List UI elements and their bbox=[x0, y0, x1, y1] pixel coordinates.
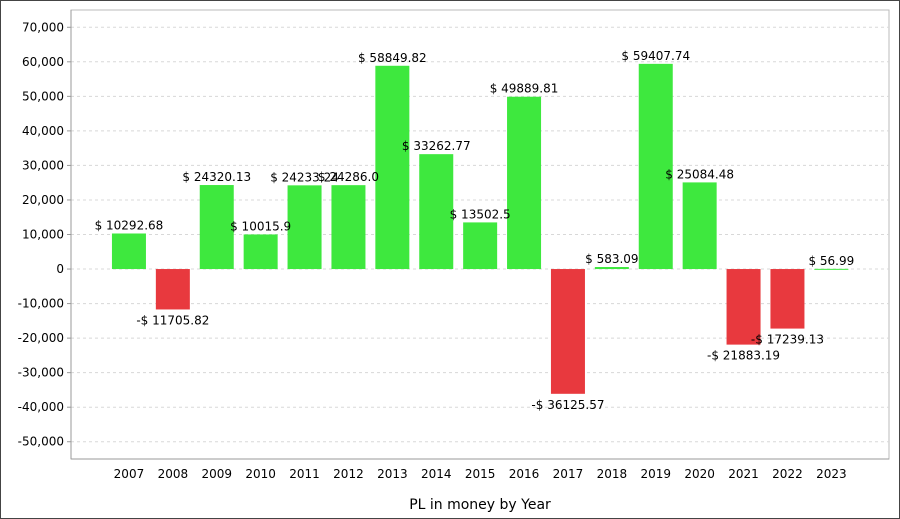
x-tick-label: 2018 bbox=[597, 467, 628, 481]
bar-2014 bbox=[419, 154, 454, 270]
data-label: $ 13502.5 bbox=[450, 207, 511, 221]
x-tick-label: 2022 bbox=[772, 467, 803, 481]
data-label: -$ 21883.19 bbox=[707, 349, 780, 363]
x-tick-label: 2017 bbox=[553, 467, 584, 481]
data-label: -$ 11705.82 bbox=[136, 313, 209, 327]
bar-2023 bbox=[814, 268, 849, 270]
x-axis-title: PL in money by Year bbox=[409, 497, 551, 513]
data-label: -$ 36125.57 bbox=[531, 398, 604, 412]
data-label: $ 10292.68 bbox=[95, 218, 164, 232]
x-tick-label: 2021 bbox=[728, 467, 759, 481]
bar-2021 bbox=[726, 269, 761, 345]
bars bbox=[111, 63, 849, 394]
data-label: $ 49889.81 bbox=[490, 82, 559, 96]
x-tick-label: 2016 bbox=[509, 467, 540, 481]
data-label: $ 24320.13 bbox=[182, 170, 251, 184]
x-tick-label: 2014 bbox=[421, 467, 452, 481]
y-tick-label: 40,000 bbox=[22, 124, 64, 138]
bar-2009 bbox=[199, 185, 234, 270]
y-tick-label: 20,000 bbox=[22, 193, 64, 207]
y-tick-label: 60,000 bbox=[22, 55, 64, 69]
y-tick-label: -40,000 bbox=[18, 400, 64, 414]
x-axis: 2007 2008 2009 2010 2011 2012 2013 2014 2015 2016… bbox=[71, 458, 889, 481]
bar-2019 bbox=[638, 63, 673, 270]
data-label: $ 59407.74 bbox=[621, 49, 690, 63]
data-label: $ 583.09 bbox=[585, 252, 638, 266]
x-tick-label: 2011 bbox=[289, 467, 320, 481]
x-tick-label: 2015 bbox=[465, 467, 496, 481]
y-axis: 70,000 60,000 50,000 40,000 30,000 20,000 10,0… bbox=[18, 10, 72, 459]
data-label: $ 24233.24 bbox=[270, 170, 339, 184]
x-tick-label: 2012 bbox=[333, 467, 364, 481]
data-label: $ 25084.48 bbox=[665, 167, 734, 181]
data-labels: $ 10292.68 -$ 11705.82 $ 24320.13 $ 10015.9… bbox=[95, 49, 855, 412]
y-tick-label: -50,000 bbox=[18, 435, 64, 449]
bar-2007 bbox=[111, 233, 146, 270]
bar-2008 bbox=[155, 269, 190, 310]
data-label: -$ 17239.13 bbox=[751, 333, 824, 347]
y-tick-label: 0 bbox=[56, 262, 64, 276]
x-tick-label: 2013 bbox=[377, 467, 408, 481]
x-tick-label: 2023 bbox=[816, 467, 847, 481]
bar-2018 bbox=[594, 267, 629, 270]
bar-2022 bbox=[770, 269, 805, 329]
x-tick-label: 2008 bbox=[158, 467, 189, 481]
data-label: $ 56.99 bbox=[808, 254, 854, 268]
x-tick-label: 2010 bbox=[245, 467, 276, 481]
data-label: $ 10015.9 bbox=[230, 219, 291, 233]
bar-2015 bbox=[463, 222, 498, 270]
bar-2010 bbox=[243, 234, 278, 270]
bar-2013 bbox=[375, 65, 410, 270]
y-tick-label: 30,000 bbox=[22, 158, 64, 172]
y-tick-label: -10,000 bbox=[18, 297, 64, 311]
y-tick-label: -20,000 bbox=[18, 331, 64, 345]
y-tick-label: 50,000 bbox=[22, 89, 64, 103]
y-tick-label: 10,000 bbox=[22, 228, 64, 242]
bar-2016 bbox=[507, 96, 542, 270]
bar-2017 bbox=[550, 269, 585, 394]
y-tick-label: 70,000 bbox=[22, 20, 64, 34]
data-label: $ 33262.77 bbox=[402, 139, 471, 153]
x-tick-label: 2020 bbox=[684, 467, 715, 481]
x-tick-label: 2007 bbox=[114, 467, 145, 481]
y-tick-label: -30,000 bbox=[18, 366, 64, 380]
data-label: $ 24286.0 bbox=[318, 170, 379, 184]
data-label: $ 58849.82 bbox=[358, 51, 427, 65]
x-tick-label: 2009 bbox=[201, 467, 232, 481]
x-tick-label: 2019 bbox=[640, 467, 671, 481]
bar-2020 bbox=[682, 182, 717, 270]
bar-2011 bbox=[287, 185, 322, 270]
bar-2012 bbox=[331, 185, 366, 270]
